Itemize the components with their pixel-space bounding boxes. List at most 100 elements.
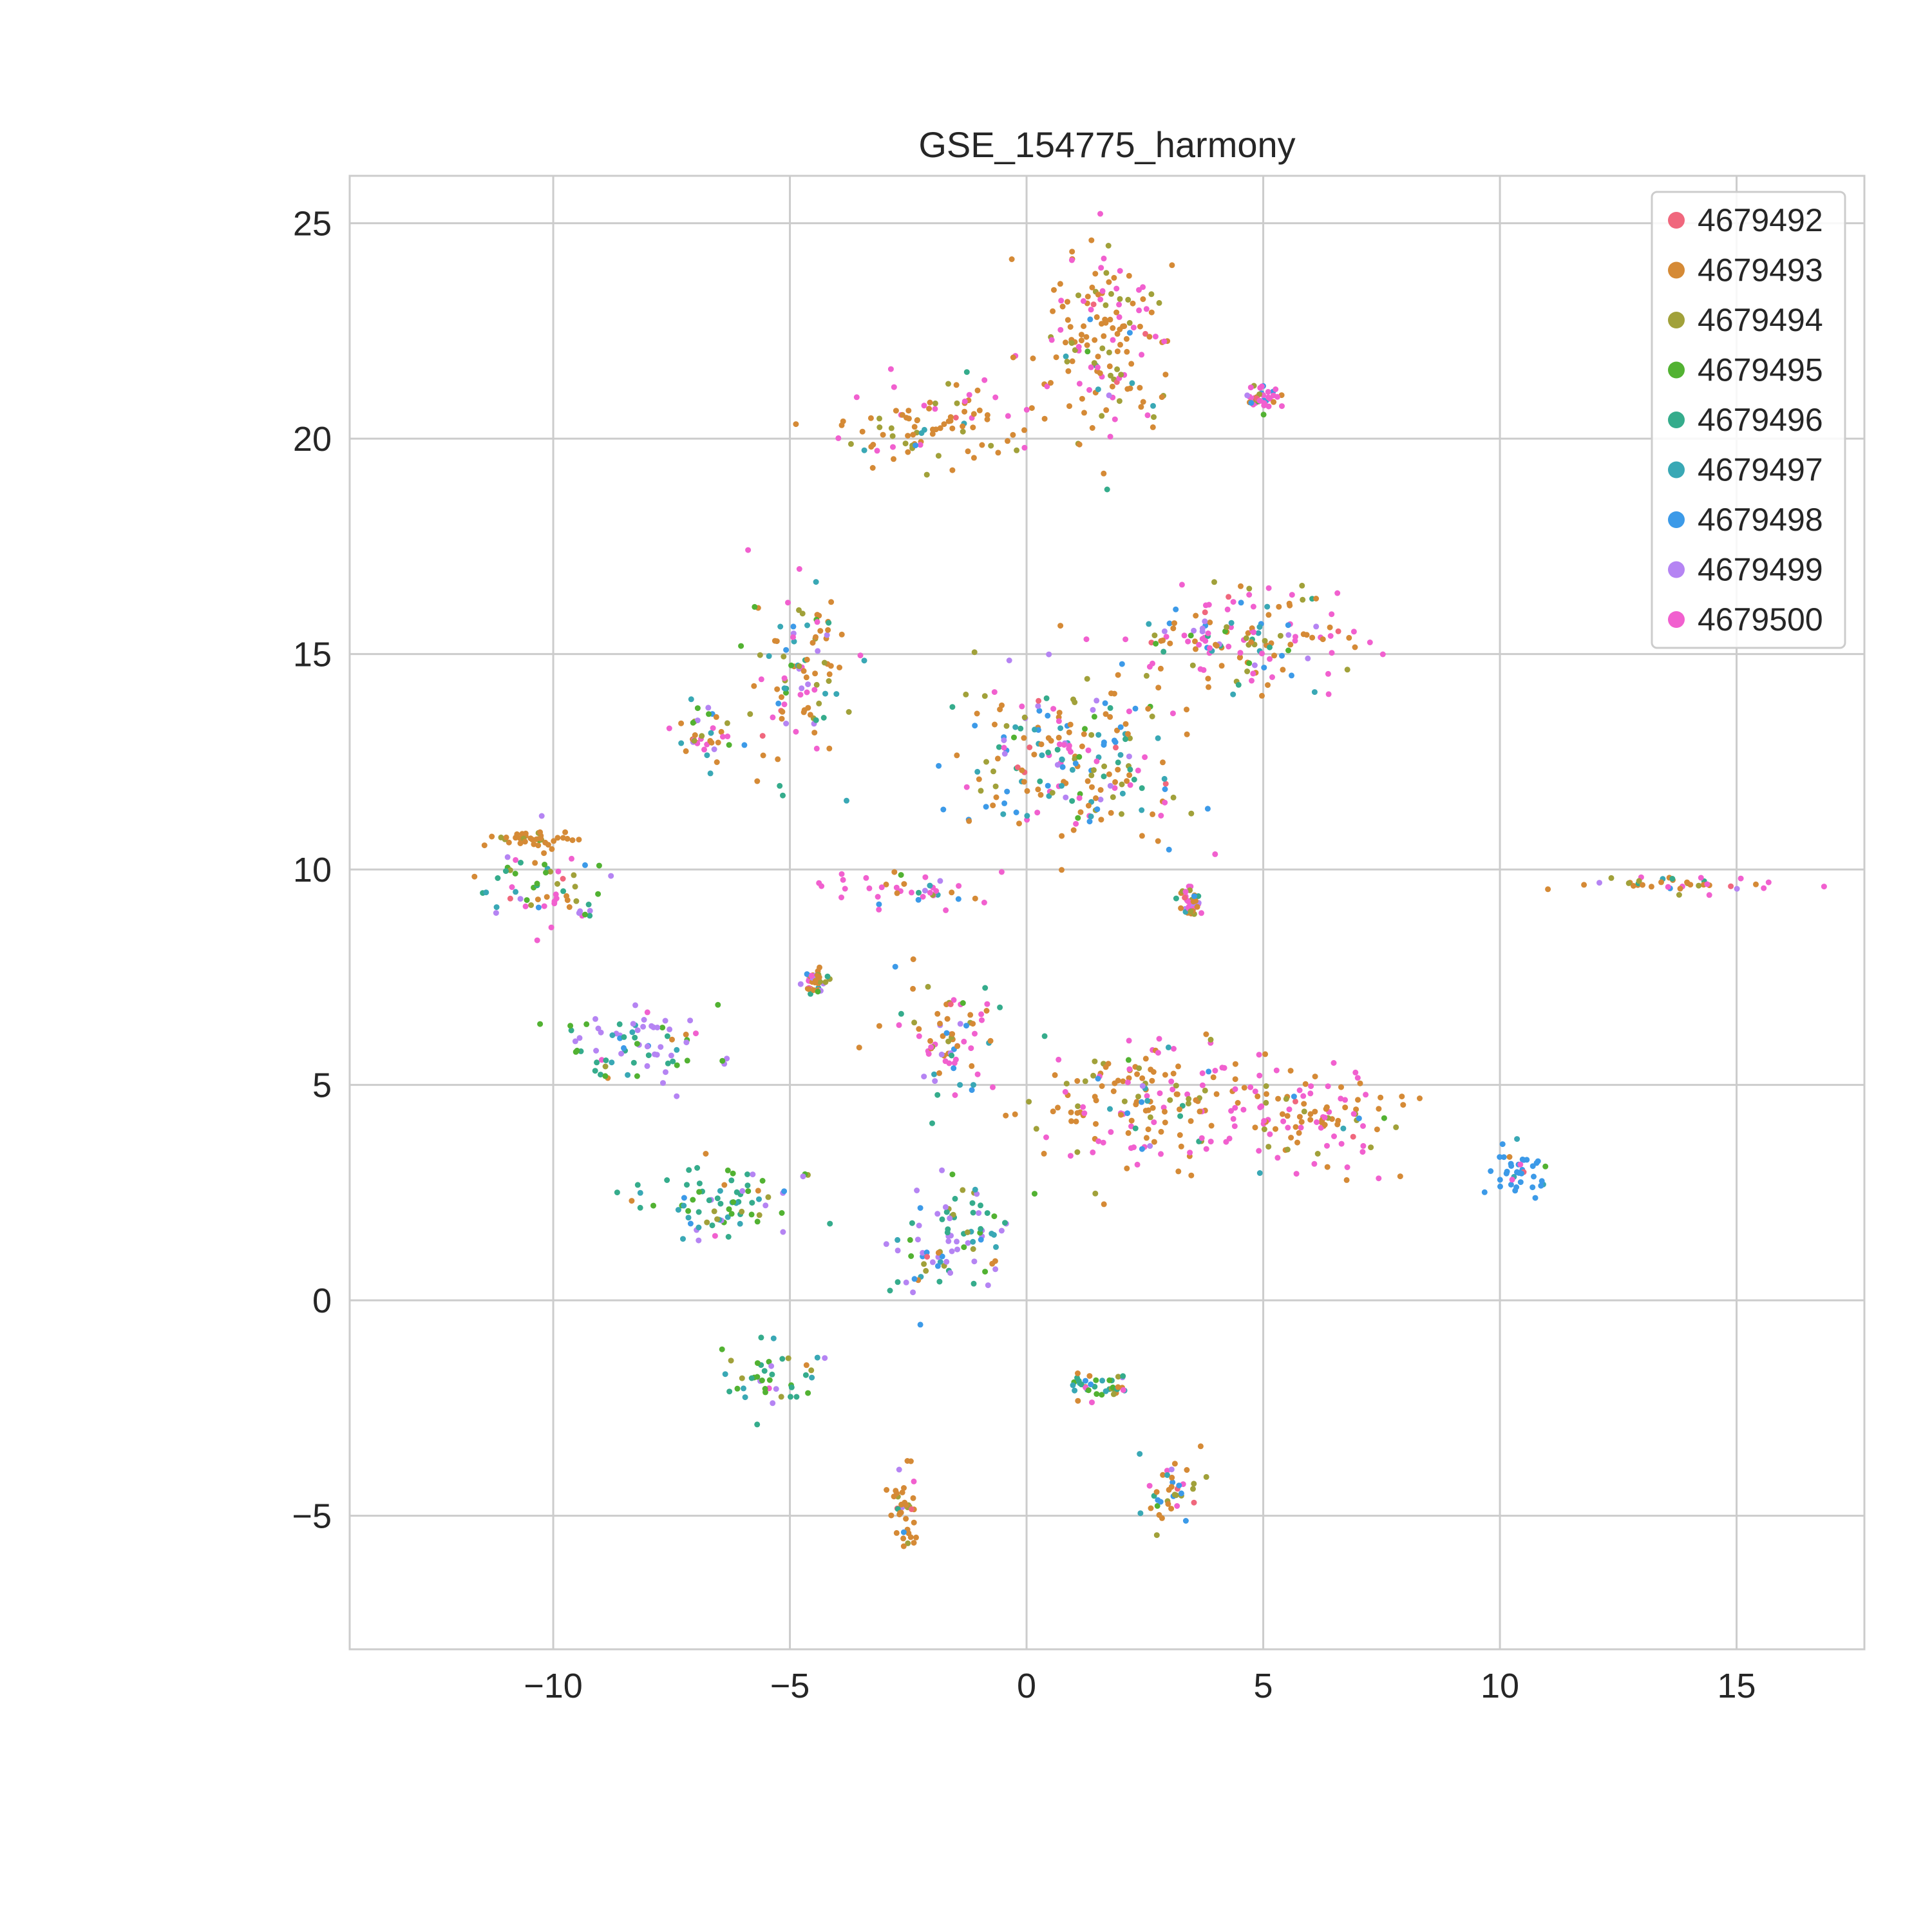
data-point — [542, 862, 548, 867]
data-point — [1267, 644, 1273, 650]
data-point — [813, 681, 820, 688]
data-point — [1084, 348, 1091, 355]
data-point — [1193, 898, 1198, 904]
data-point — [675, 1207, 681, 1213]
data-point — [814, 1354, 820, 1361]
data-point — [1003, 723, 1010, 729]
legend-marker — [1668, 412, 1685, 428]
data-point — [1508, 1163, 1515, 1169]
y-tick-label: 20 — [293, 420, 332, 459]
data-point — [1284, 1146, 1291, 1153]
data-point — [583, 1021, 590, 1027]
data-point — [1036, 697, 1042, 704]
data-point — [1171, 1492, 1178, 1498]
data-point — [1137, 1451, 1143, 1457]
data-point — [933, 426, 939, 433]
data-point — [1136, 307, 1142, 314]
data-point — [1094, 314, 1100, 320]
data-point — [765, 1194, 772, 1200]
data-point — [1298, 1119, 1305, 1125]
data-point — [1110, 794, 1116, 800]
data-point — [903, 1515, 909, 1522]
data-point — [1274, 1155, 1281, 1161]
data-point — [1353, 1106, 1359, 1113]
data-point — [1636, 878, 1642, 884]
data-point — [981, 900, 987, 905]
data-point — [1230, 691, 1236, 697]
data-point — [1189, 662, 1196, 668]
data-point — [972, 723, 978, 729]
data-point — [921, 1261, 927, 1267]
data-point — [768, 1363, 775, 1369]
data-point — [926, 406, 933, 412]
data-point — [1191, 893, 1197, 900]
data-point — [1069, 766, 1075, 773]
data-point — [960, 428, 966, 435]
data-point — [1065, 317, 1071, 323]
data-point — [1097, 797, 1104, 802]
data-point — [804, 622, 810, 629]
data-point — [1161, 628, 1168, 634]
data-point — [1335, 628, 1341, 634]
data-point — [684, 1057, 690, 1064]
data-point — [1199, 1082, 1206, 1088]
data-point — [923, 1267, 929, 1274]
data-point — [1283, 1095, 1289, 1102]
data-point — [825, 627, 831, 633]
data-point — [916, 1026, 922, 1032]
data-point — [1205, 676, 1211, 682]
data-point — [939, 1253, 945, 1260]
data-point — [804, 971, 810, 978]
data-point — [587, 913, 593, 919]
data-point — [1173, 1083, 1179, 1089]
data-point — [1514, 1169, 1520, 1175]
data-point — [1010, 354, 1016, 361]
data-point — [1048, 337, 1055, 343]
data-point — [751, 683, 757, 689]
data-point — [706, 711, 712, 717]
data-point — [1545, 886, 1551, 893]
data-point — [978, 1011, 985, 1018]
data-point — [1379, 651, 1386, 658]
data-point — [863, 875, 869, 881]
data-point — [982, 985, 989, 991]
data-point — [1497, 1183, 1503, 1189]
data-point — [902, 440, 909, 447]
data-point — [564, 897, 571, 904]
data-point — [1344, 1164, 1350, 1170]
data-point — [669, 1036, 675, 1043]
data-point — [1665, 884, 1671, 890]
data-point — [1146, 621, 1152, 627]
data-point — [917, 1321, 923, 1328]
data-point — [970, 1238, 976, 1245]
data-point — [1003, 1112, 1009, 1119]
data-point — [909, 1220, 915, 1226]
data-point — [1259, 650, 1265, 657]
data-point — [1130, 300, 1136, 307]
data-point — [1090, 1149, 1096, 1155]
data-point — [1147, 1114, 1153, 1121]
data-point — [929, 431, 936, 437]
data-point — [814, 619, 820, 625]
data-point — [1166, 620, 1173, 627]
data-point — [1200, 667, 1207, 673]
data-point — [1142, 754, 1148, 761]
data-point — [905, 408, 912, 414]
data-point — [1043, 1134, 1049, 1141]
data-point — [916, 1222, 922, 1229]
data-point — [1076, 441, 1083, 448]
data-point — [1156, 1036, 1162, 1042]
data-point — [1151, 414, 1157, 421]
data-point — [1535, 1158, 1541, 1164]
data-point — [920, 894, 926, 900]
data-point — [1095, 1138, 1102, 1144]
data-point — [1144, 1097, 1151, 1104]
data-point — [861, 658, 867, 664]
data-point — [1139, 1083, 1146, 1089]
data-point — [1059, 303, 1066, 310]
data-point — [1066, 729, 1072, 735]
data-point — [748, 1211, 755, 1218]
data-point — [1181, 632, 1188, 639]
data-point — [1072, 755, 1078, 762]
data-point — [923, 471, 930, 478]
